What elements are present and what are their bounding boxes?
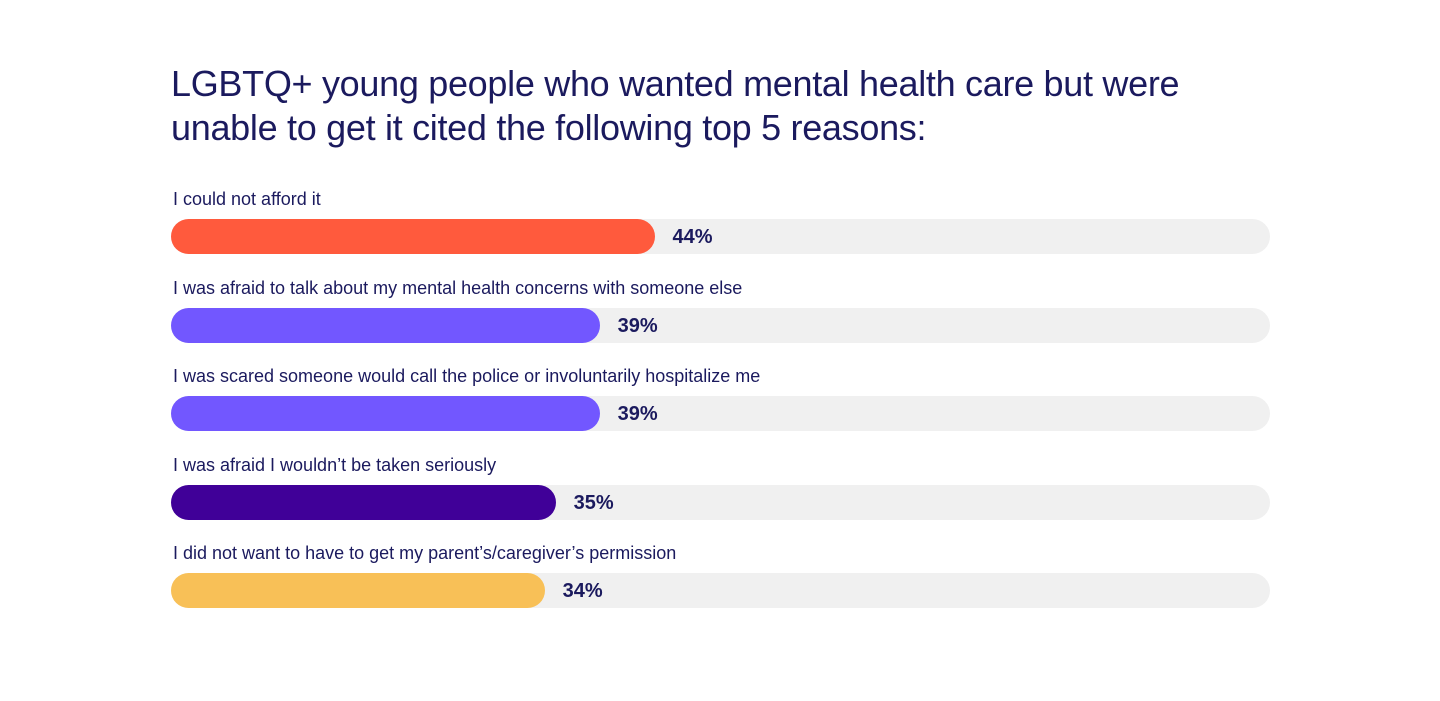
bar-category-label: I was afraid I wouldn’t be taken serious… [173,454,497,475]
bar-track: 34% [171,573,1270,608]
bar [171,307,600,343]
bar-track: 44% [171,219,1270,254]
bar [171,396,600,431]
bar-row: I did not want to have to get my parent’… [171,542,1270,631]
bar-value-label: 39% [617,403,658,425]
bar-row: I was afraid to talk about my mental hea… [171,277,1270,366]
bar-value-label: 35% [573,491,614,514]
bar-row: I could not afford it 44% [171,188,1270,277]
bar [171,484,556,520]
bar-category-label: I was scared someone would call the poli… [173,366,761,386]
bar-category-label: I could not afford it [173,189,321,209]
bar-category-label: I did not want to have to get my parent’… [173,543,677,563]
bar-track: 35% [171,484,1270,520]
bar-track: 39% [171,396,1270,431]
bar-category-label: I was afraid to talk about my mental hea… [173,277,743,298]
bar-value-label: 34% [562,580,603,602]
bar [171,219,655,254]
bar-value-label: 39% [617,314,658,337]
bar-rows: I could not afford it 44% I was afraid to … [171,188,1270,631]
bar-value-label: 44% [672,226,713,248]
bar-track: 39% [171,307,1270,343]
bar [171,573,545,608]
bar-row: I was afraid I wouldn’t be taken serious… [171,454,1270,543]
bar-chart: LGBTQ+ young people who wanted mental he… [171,62,1270,631]
bar-row: I was scared someone would call the poli… [171,365,1270,454]
chart-title: LGBTQ+ young people who wanted mental he… [171,63,1180,148]
